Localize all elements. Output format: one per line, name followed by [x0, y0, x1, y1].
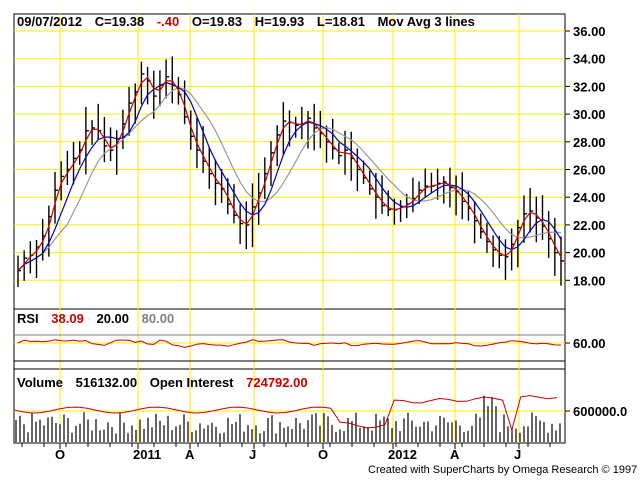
header-date: 09/07/2012	[17, 14, 82, 29]
open-interest-label: Open Interest	[150, 375, 234, 390]
volume-label: Volume	[17, 375, 63, 390]
price-header: 09/07/2012 C=19.38 -.40 O=19.83 H=19.93 …	[17, 14, 475, 29]
volume-tick-label: 600000.0	[573, 404, 627, 419]
rsi-label: RSI	[17, 311, 39, 326]
y-axis-ticks: 18.00 20.00 22.00 24.00 26.00 28.00 30.00 32.00…	[565, 24, 627, 419]
rsi-tick-label: 60.00	[573, 336, 606, 351]
credit-text: Created with SuperCharts by Omega Resear…	[368, 464, 637, 476]
price-tick-label: 34.00	[573, 52, 606, 67]
price-tick-label: 36.00	[573, 24, 606, 39]
volume-bars	[15, 395, 561, 442]
header-change: -.40	[157, 14, 179, 29]
x-tick-label: A	[185, 447, 195, 462]
rsi-line	[17, 339, 562, 348]
x-tick-label: 2011	[133, 447, 161, 462]
rsi-header: RSI 38.09 20.00 80.00	[17, 311, 174, 326]
header-open: O=19.83	[192, 14, 242, 29]
rsi-value: 38.09	[51, 311, 84, 326]
price-tick-label: 30.00	[573, 107, 606, 122]
price-tick-label: 22.00	[573, 218, 606, 233]
x-axis-ticks: O 2011 A J O 2012 A J	[21, 443, 551, 462]
x-tick-label: 2012	[388, 447, 417, 462]
x-tick-label: A	[450, 447, 460, 462]
price-tick-label: 18.00	[573, 273, 606, 288]
header-low: L=18.81	[317, 14, 365, 29]
x-tick-label: O	[318, 447, 328, 462]
rsi-lines	[14, 334, 565, 362]
x-tick-label: J	[514, 447, 521, 462]
moving-average-lines	[17, 76, 562, 272]
volume-header: Volume 516132.00 Open Interest 724792.00	[17, 375, 308, 390]
ma-mid-line	[17, 81, 562, 272]
price-tick-label: 20.00	[573, 246, 606, 261]
price-tick-label: 24.00	[573, 190, 606, 205]
header-study: Mov Avg 3 lines	[378, 14, 475, 29]
volume-value: 516132.00	[76, 375, 137, 390]
rsi-lower-level: 20.00	[96, 311, 129, 326]
header-high: H=19.93	[255, 14, 305, 29]
ma-fast-line	[17, 76, 562, 272]
open-interest-path	[13, 395, 558, 432]
rsi-upper-level: 80.00	[142, 311, 175, 326]
open-interest-line	[13, 395, 558, 432]
x-tick-label: O	[55, 447, 65, 462]
volume-panel-frame	[13, 368, 566, 444]
price-tick-label: 28.00	[573, 135, 606, 150]
open-interest-value: 724792.00	[246, 375, 307, 390]
ma-slow-line	[17, 86, 562, 272]
x-tick-label: J	[249, 447, 256, 462]
header-close: C=19.38	[95, 14, 145, 29]
price-tick-label: 26.00	[573, 163, 606, 178]
price-tick-label: 32.00	[573, 79, 606, 94]
